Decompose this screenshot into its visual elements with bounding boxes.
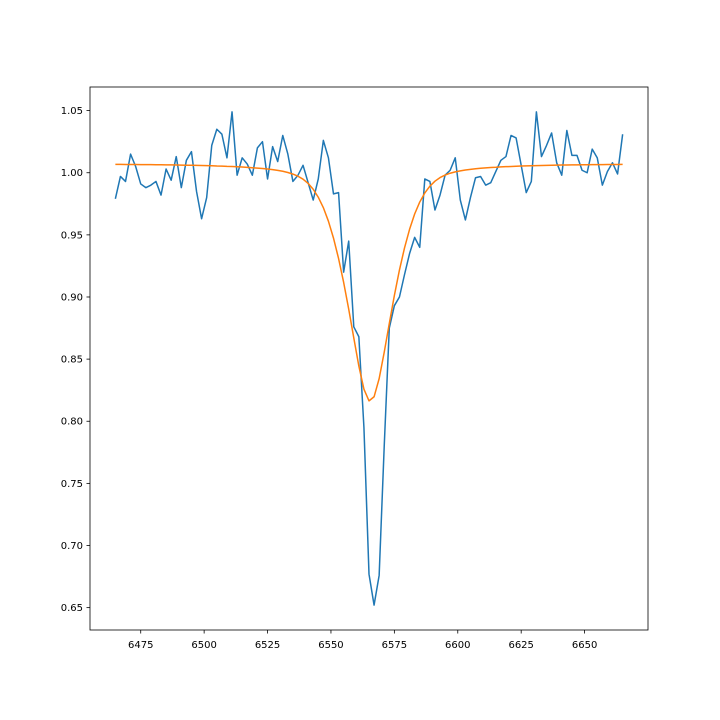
x-tick-label: 6600 — [445, 640, 470, 651]
y-tick-label: 0.90 — [61, 292, 83, 303]
y-tick-label: 1.05 — [61, 106, 83, 117]
y-tick-label: 0.80 — [61, 417, 83, 428]
x-tick-label: 6475 — [128, 640, 153, 651]
y-tick-label: 0.85 — [61, 355, 83, 366]
y-tick-label: 0.70 — [61, 541, 83, 552]
x-tick-label: 6575 — [382, 640, 407, 651]
x-tick-label: 6550 — [318, 640, 343, 651]
x-tick-label: 6525 — [255, 640, 280, 651]
y-tick-label: 0.75 — [61, 479, 83, 490]
data-line — [114, 111, 624, 606]
plot-frame — [89, 86, 649, 631]
data-line — [115, 163, 623, 402]
x-tick-label: 6625 — [508, 640, 533, 651]
x-tick-label: 6500 — [191, 640, 216, 651]
y-tick-label: 0.95 — [61, 230, 83, 241]
y-tick-label: 0.65 — [61, 603, 83, 614]
y-tick-label: 1.00 — [61, 168, 83, 179]
x-tick-label: 6650 — [572, 640, 597, 651]
